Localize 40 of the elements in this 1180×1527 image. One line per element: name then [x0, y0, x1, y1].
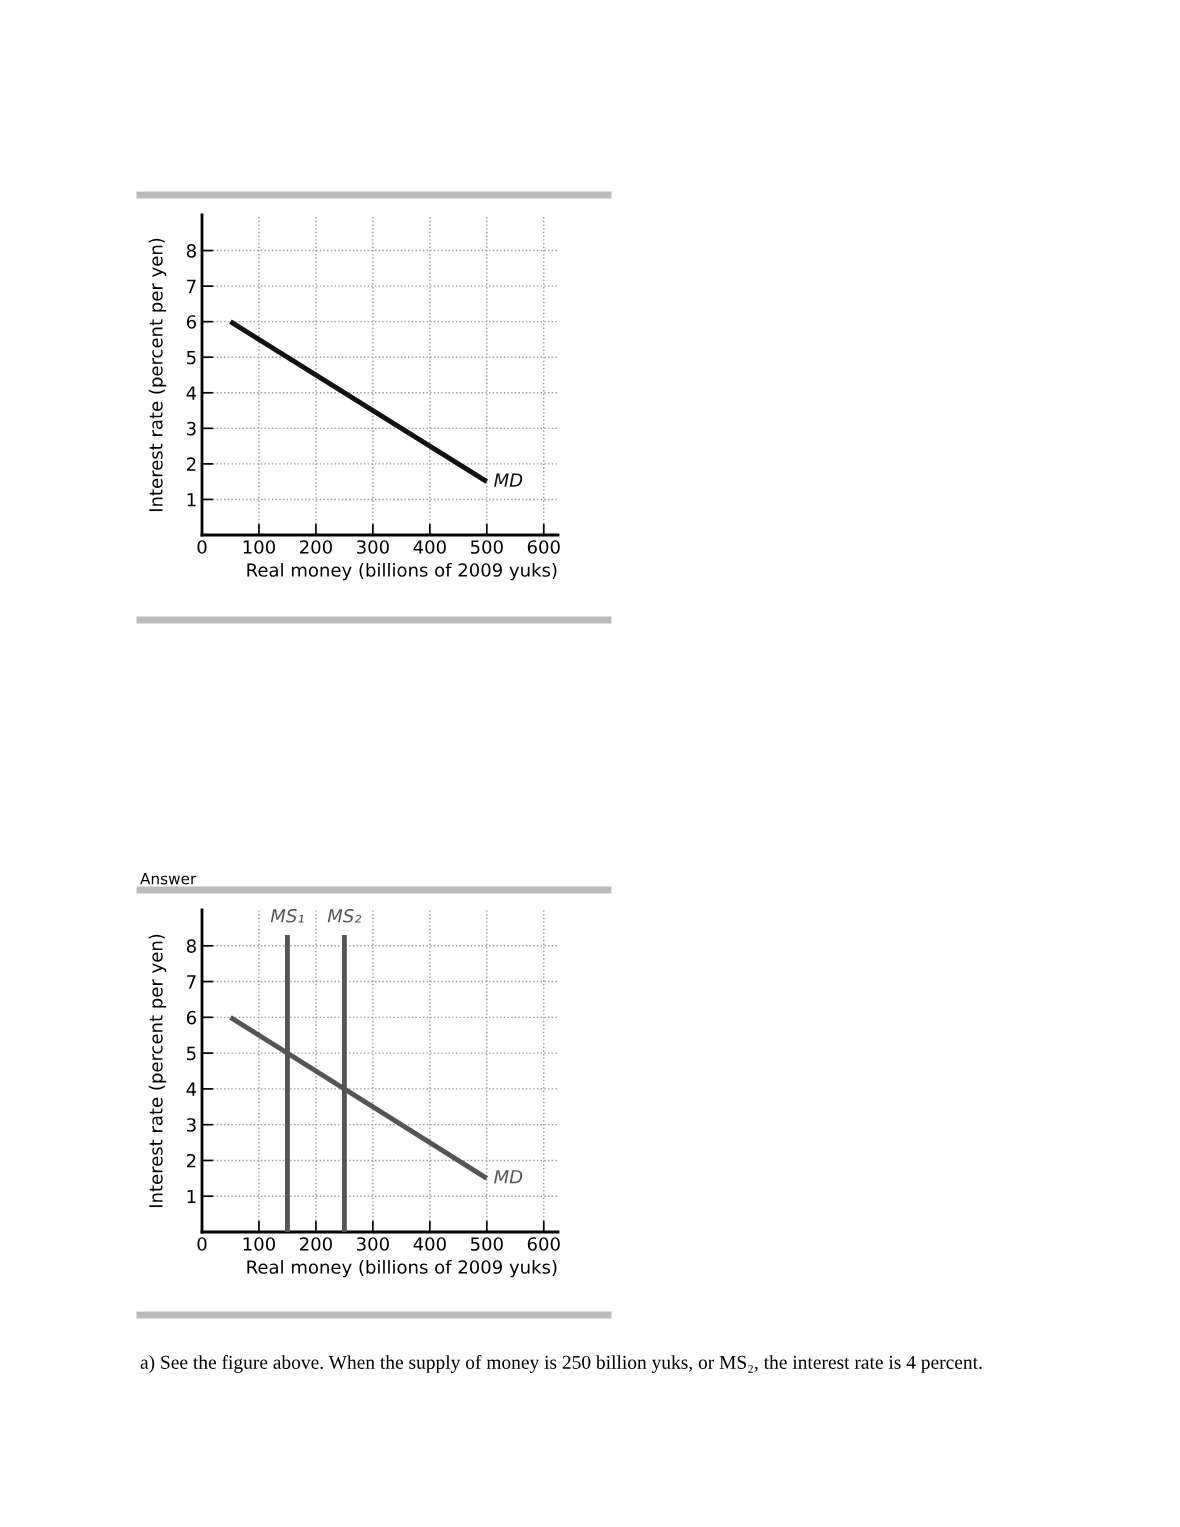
- series-label: MS₂: [327, 908, 362, 923]
- y-tick-label: 5: [187, 350, 196, 365]
- y-axis-title: Interest rate (percent per yen): [148, 934, 167, 1208]
- x-tick-label: 100: [243, 540, 275, 554]
- x-tick-label: 600: [527, 540, 560, 554]
- y-tick-label: 7: [187, 279, 196, 293]
- y-tick-label: 2: [186, 457, 196, 471]
- y-tick-label: 2: [186, 1153, 196, 1168]
- x-tick-label: 500: [470, 540, 503, 554]
- y-axis-title: Interest rate (percent per yen): [148, 238, 167, 512]
- text: a) See the figure above. When the supply of money is 250 billion yuks, or MS₂, the interest rate is 4 percent.: [140, 1355, 982, 1373]
- y-tick-label: 1: [187, 1189, 196, 1204]
- x-tick-label: 200: [300, 1237, 332, 1251]
- x-tick-label: 0: [197, 1237, 207, 1251]
- y-tick-label: 3: [187, 1118, 196, 1132]
- x-axis-title: Real money (billions of 2009 yuks): [247, 1259, 557, 1278]
- x-tick-label: 400: [413, 540, 446, 554]
- x-tick-label: 200: [300, 540, 332, 554]
- chart-title: Answer: [140, 873, 197, 885]
- series-label: MD: [494, 473, 523, 487]
- y-tick-label: 4: [186, 386, 197, 400]
- y-tick-label: 3: [187, 421, 196, 436]
- y-tick-label: 1: [187, 493, 196, 507]
- x-tick-label: 100: [243, 1237, 275, 1251]
- x-tick-label: 600: [527, 1237, 560, 1251]
- x-tick-label: 500: [470, 1237, 503, 1251]
- series-label: MS₁: [270, 908, 304, 923]
- y-tick-label: 5: [187, 1046, 196, 1061]
- y-tick-label: 8: [186, 939, 196, 953]
- x-tick-label: 400: [413, 1237, 446, 1251]
- x-tick-label: 300: [357, 540, 389, 554]
- y-tick-label: 4: [186, 1082, 197, 1096]
- series-label: MD: [494, 1170, 523, 1184]
- y-tick-label: 8: [186, 244, 196, 258]
- y-tick-label: 6: [186, 315, 196, 329]
- x-tick-label: 0: [197, 540, 207, 554]
- y-tick-label: 6: [186, 1010, 196, 1025]
- y-tick-label: 7: [187, 975, 196, 989]
- x-axis-title: Real money (billions of 2009 yuks): [247, 562, 557, 581]
- x-tick-label: 300: [357, 1237, 389, 1251]
